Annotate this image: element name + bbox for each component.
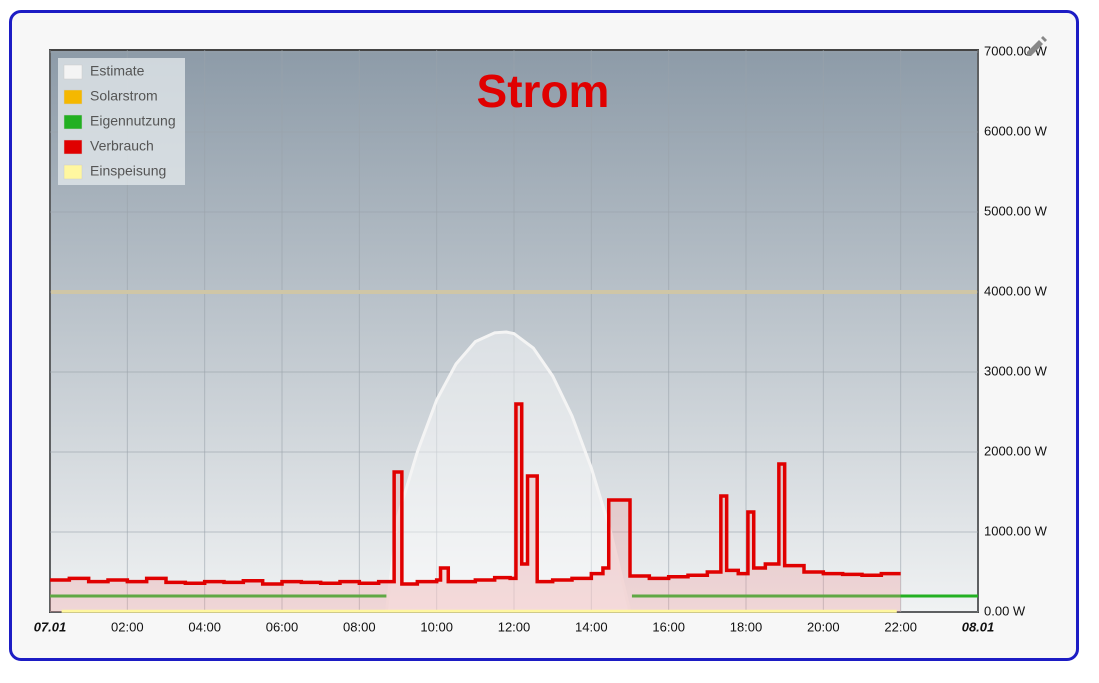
x-tick-label: 12:00 [498, 619, 531, 634]
x-tick-label: 20:00 [807, 619, 840, 634]
x-tick-label: 10:00 [420, 619, 453, 634]
y-tick-label: 5000.00 W [984, 203, 1048, 218]
legend-label: Verbrauch [90, 138, 154, 154]
x-tick-label: 14:00 [575, 619, 608, 634]
series-line [384, 330, 632, 613]
legend-swatch [63, 64, 83, 80]
x-tick-label: 22:00 [884, 619, 917, 634]
legend-swatch [63, 114, 83, 130]
edit-icon[interactable] [1027, 36, 1047, 56]
x-tick-label: 02:00 [111, 619, 144, 634]
x-tick-label: 16:00 [652, 619, 685, 634]
edit-button[interactable] [1027, 36, 1047, 56]
legend-swatch [63, 139, 83, 155]
legend: Estimate Solarstrom Eigennutzung Verbrauch E… [58, 58, 185, 185]
x-tick-label: 07.01 [34, 619, 67, 634]
x-tick-label: 08:00 [343, 619, 376, 634]
x-tick-label: 08.01 [962, 619, 995, 634]
x-tick-label: 04:00 [188, 619, 221, 634]
series-line [50, 402, 901, 586]
legend-label: Solarstrom [90, 88, 158, 104]
y-tick-label: 0.00 W [984, 603, 1026, 618]
y-tick-label: 1000.00 W [984, 523, 1048, 538]
legend-label: Einspeisung [90, 163, 166, 179]
chart-title: Strom [477, 65, 610, 117]
y-tick-label: 2000.00 W [984, 443, 1048, 458]
legend-label: Estimate [90, 63, 145, 79]
x-tick-label: 18:00 [730, 619, 763, 634]
y-tick-label: 6000.00 W [984, 123, 1048, 138]
y-tick-label: 3000.00 W [984, 363, 1048, 378]
series-area [50, 404, 901, 612]
series-area [386, 332, 630, 612]
y-tick-label: 4000.00 W [984, 283, 1048, 298]
legend-swatch [63, 89, 83, 105]
x-tick-label: 06:00 [266, 619, 299, 634]
legend-swatch [63, 164, 83, 180]
legend-label: Eigennutzung [90, 113, 176, 129]
